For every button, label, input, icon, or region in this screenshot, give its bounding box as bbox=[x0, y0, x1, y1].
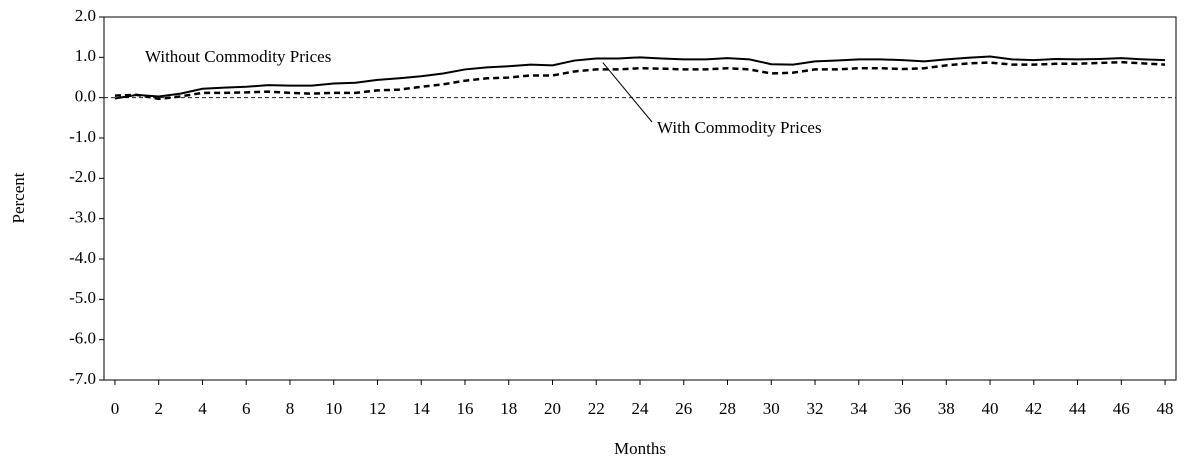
x-tick-label: 36 bbox=[894, 399, 911, 418]
x-tick-label: 30 bbox=[763, 399, 780, 418]
series-label: Without Commodity Prices bbox=[145, 47, 331, 66]
x-tick-label: 26 bbox=[675, 399, 692, 418]
x-tick-label: 16 bbox=[456, 399, 473, 418]
x-tick-label: 28 bbox=[719, 399, 736, 418]
x-tick-label: 34 bbox=[850, 399, 868, 418]
label-pointer bbox=[602, 62, 653, 123]
y-tick-label: -2.0 bbox=[69, 167, 96, 186]
series-line bbox=[114, 60, 1166, 101]
x-tick-label: 22 bbox=[588, 399, 605, 418]
x-tick-label: 38 bbox=[938, 399, 955, 418]
y-tick-label: -5.0 bbox=[69, 288, 96, 307]
x-tick-label: 46 bbox=[1113, 399, 1130, 418]
x-axis-label: Months bbox=[614, 439, 666, 458]
y-tick-label: -6.0 bbox=[69, 329, 96, 348]
y-tick-label: 0.0 bbox=[75, 87, 96, 106]
x-tick-label: 6 bbox=[242, 399, 251, 418]
series-label: With Commodity Prices bbox=[657, 118, 822, 137]
x-tick-label: 20 bbox=[544, 399, 561, 418]
x-tick-label: 10 bbox=[325, 399, 342, 418]
x-tick-label: 0 bbox=[111, 399, 120, 418]
x-tick-label: 2 bbox=[154, 399, 163, 418]
y-tick-label: -1.0 bbox=[69, 127, 96, 146]
x-tick-label: 44 bbox=[1069, 399, 1087, 418]
plot-frame bbox=[103, 16, 1177, 381]
y-tick-label: 2.0 bbox=[75, 6, 96, 25]
x-tick-label: 8 bbox=[286, 399, 295, 418]
y-axis-label: Percent bbox=[9, 172, 28, 223]
x-tick-label: 14 bbox=[413, 399, 431, 418]
x-tick-label: 18 bbox=[500, 399, 517, 418]
x-tick-label: 32 bbox=[807, 399, 824, 418]
x-tick-label: 48 bbox=[1157, 399, 1174, 418]
y-tick-label: -3.0 bbox=[69, 208, 96, 227]
y-tick-label: 1.0 bbox=[75, 46, 96, 65]
series-line bbox=[114, 55, 1166, 100]
y-tick-label: -4.0 bbox=[69, 248, 96, 267]
x-tick-label: 4 bbox=[198, 399, 207, 418]
y-tick-label: -7.0 bbox=[69, 369, 96, 388]
x-tick-label: 12 bbox=[369, 399, 386, 418]
x-tick-label: 40 bbox=[982, 399, 999, 418]
x-tick-label: 24 bbox=[632, 399, 650, 418]
x-tick-label: 42 bbox=[1025, 399, 1042, 418]
